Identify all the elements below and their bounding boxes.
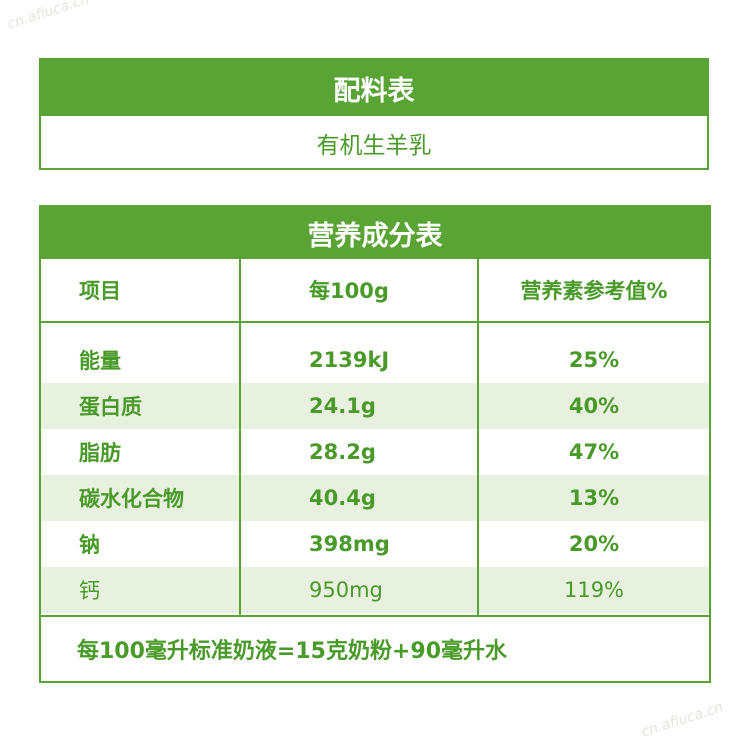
- row-per100: 40.4g: [309, 486, 376, 510]
- watermark-bottom: cn.afiuca.cn: [639, 699, 726, 741]
- row-nrv: 25%: [568, 348, 620, 372]
- watermark-top: cn.afiuca.cn: [5, 0, 92, 33]
- row-item: 钙: [79, 579, 100, 603]
- column-divider: [477, 259, 479, 617]
- table-row: 能量 2139kJ 25%: [41, 337, 709, 383]
- row-per100: 2139kJ: [309, 348, 390, 372]
- row-per100: 950mg: [309, 578, 383, 602]
- row-item: 能量: [79, 349, 121, 373]
- row-nrv: 47%: [568, 440, 620, 464]
- ingredients-content: 有机生羊乳: [316, 133, 432, 159]
- header-per100: 每100g: [309, 279, 389, 303]
- row-item: 蛋白质: [79, 395, 142, 419]
- row-item: 钠: [79, 533, 100, 557]
- nutrition-title: 营养成分表: [41, 207, 709, 259]
- table-row: 脂肪 28.2g 47%: [41, 429, 709, 475]
- ingredients-table: 配料表 有机生羊乳: [39, 58, 709, 170]
- table-row: 蛋白质 24.1g 40%: [41, 383, 709, 429]
- header-divider: [41, 321, 709, 323]
- row-nrv: 20%: [568, 532, 620, 556]
- ingredients-title: 配料表: [41, 60, 707, 116]
- dilution-note: 每100毫升标准奶液=15克奶粉+90毫升水: [41, 615, 709, 681]
- table-header-row: 项目 每100g 营养素参考值%: [41, 259, 709, 321]
- row-item: 脂肪: [79, 441, 121, 465]
- row-item: 碳水化合物: [79, 487, 184, 511]
- table-row: 钙 950mg 119%: [41, 567, 709, 613]
- nutrition-table: 营养成分表 项目 每100g 营养素参考值% 能量 2139kJ 25% 蛋白质…: [39, 205, 711, 683]
- row-nrv: 119%: [563, 578, 625, 602]
- nutrition-grid: 项目 每100g 营养素参考值% 能量 2139kJ 25% 蛋白质 24.1g…: [41, 259, 709, 617]
- header-item: 项目: [79, 279, 121, 303]
- table-row: 碳水化合物 40.4g 13%: [41, 475, 709, 521]
- header-nrv: 营养素参考值%: [520, 279, 668, 303]
- row-nrv: 13%: [568, 486, 620, 510]
- row-per100: 398mg: [309, 532, 390, 556]
- row-per100: 28.2g: [309, 440, 376, 464]
- row-nrv: 40%: [568, 394, 620, 418]
- table-row: 钠 398mg 20%: [41, 521, 709, 567]
- row-per100: 24.1g: [309, 394, 376, 418]
- column-divider: [239, 259, 241, 617]
